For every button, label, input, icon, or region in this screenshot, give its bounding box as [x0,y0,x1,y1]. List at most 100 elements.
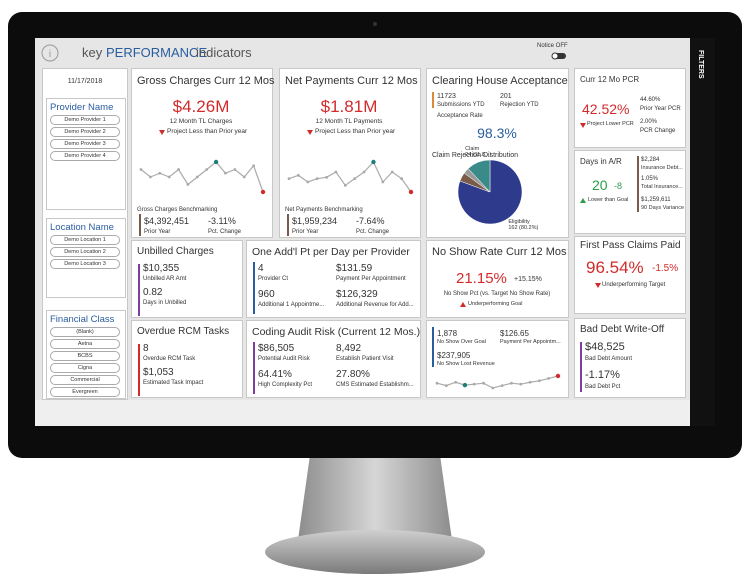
card [426,240,569,318]
slicer-item-label: (Blank) [76,328,94,335]
slicer-item[interactable] [50,151,120,161]
slicer-item-label: Demo Provider 1 [64,116,106,123]
card [279,68,421,238]
card [131,68,273,238]
l1: Bad Debt Amount [585,356,633,362]
l1: Potential Audit Risk [258,356,310,362]
card [574,68,686,148]
card [246,240,421,318]
accent-bar [138,264,140,316]
slicer-item-label: Aetna [77,340,93,347]
l3: High Complexity Pct [258,382,313,388]
v1: 1,878 [437,329,458,338]
slicer-item-label: Cigna [77,364,93,371]
delta: +15.15% [514,276,542,283]
info-icon [41,44,59,62]
camera [373,22,377,26]
accent-bar [253,262,255,314]
rejection-label: Rejection YTD [500,102,539,108]
v1: 8 [143,343,149,354]
bottom-strip [35,400,690,426]
accent-bar [432,92,434,108]
l1: Overdue RCM Task [143,356,196,362]
title-key: key [82,45,103,60]
slicer-title: Financial Class [50,314,115,325]
v2: $126.65 [500,329,529,338]
slicer-item[interactable] [50,247,120,257]
value: 96.54% [586,258,644,277]
change-label: Pct. Change [356,229,390,235]
v2: -1.17% [585,369,620,381]
slicer-title: Provider Name [50,102,114,113]
value: $1.81M [320,97,378,116]
filters-strip [690,38,715,426]
down-arrow [159,130,165,135]
v4: 27.80% [336,369,370,380]
v1: $48,525 [585,341,625,353]
up-arrow [580,198,586,203]
l2: Payment Per Appointment [336,276,406,282]
title: Days in A/R [580,157,622,166]
slicer-item[interactable] [50,235,120,245]
slicer-item[interactable] [50,327,120,337]
accent-bar [637,156,639,212]
slicer-item[interactable] [50,339,120,349]
s1: $2,284 [641,157,660,163]
trend: Underperforming Goal [468,301,523,307]
slicer-item[interactable] [50,375,120,385]
l2: Bad Debt Pct [585,384,621,390]
title: Curr 12 Mo PCR [580,75,640,84]
rejection: 201 [500,93,512,100]
value: $4.26M [172,97,230,116]
trend: Project Less than Prior year [315,128,396,135]
title: Overdue RCM Tasks [137,326,230,337]
v2: 8,492 [336,343,362,354]
l3: Additional 1 Appointme... [258,302,325,308]
slicer-item[interactable] [50,259,120,269]
down-arrow [307,130,313,135]
accent-bar [253,342,255,394]
title-performance: PERFORMANCE [106,45,208,60]
value: 20 [592,177,608,193]
l1: No Show Over Goal [437,339,486,345]
card [574,150,686,234]
slicer-item-label: Demo Location 3 [64,260,106,267]
slicer-item[interactable] [50,387,120,397]
slicer-item[interactable] [50,139,120,149]
slicer-item[interactable] [50,127,120,137]
slicer-item[interactable] [50,351,120,361]
s3: $1,259,611 [641,197,671,203]
title-indicators: indicators [196,45,252,60]
stand-neck [298,455,452,540]
title: One Add'l Pt per Day per Provider [252,246,410,258]
prior-label: Prior Year PCR [640,106,681,112]
change-value: -3.11% [208,216,236,226]
v3: 960 [258,289,275,300]
card [574,236,686,314]
s1-label: Insurance Debt... [641,165,683,171]
delta: -1.5% [652,263,679,274]
title: First Pass Claims Paid [580,240,681,251]
slicer-item[interactable] [50,115,120,125]
subtitle: 12 Month TL Charges [169,118,233,125]
slicer-item-label: Demo Location 1 [64,236,106,243]
prior-value: $1,959,234 [292,216,338,226]
l2: Days in Unbilled [143,300,187,306]
l3: No Show Lost Revenue [437,361,495,367]
v3: 64.41% [258,369,292,380]
slicer-item-label: Commercial [70,376,100,383]
pie-value-label: 24 (11.8...) [465,151,492,158]
change-label: Pct. Change [208,229,242,235]
change-value: -7.64% [356,216,385,226]
subtitle: No Show Pct (vs. Target No Show Rate) [443,291,551,297]
accent-bar [287,214,289,236]
prior-value: $4,392,451 [144,216,190,226]
l1: Unbilled AR Amt [143,276,187,282]
v1: $10,355 [143,263,180,274]
slicer-item[interactable] [50,363,120,373]
l4: CMS Estimated Establishm... [336,382,414,388]
toggle-knob [551,52,559,60]
up-arrow [460,302,466,307]
l4: Additional Revenue for Add... [336,302,414,308]
v2: $1,053 [143,367,174,378]
